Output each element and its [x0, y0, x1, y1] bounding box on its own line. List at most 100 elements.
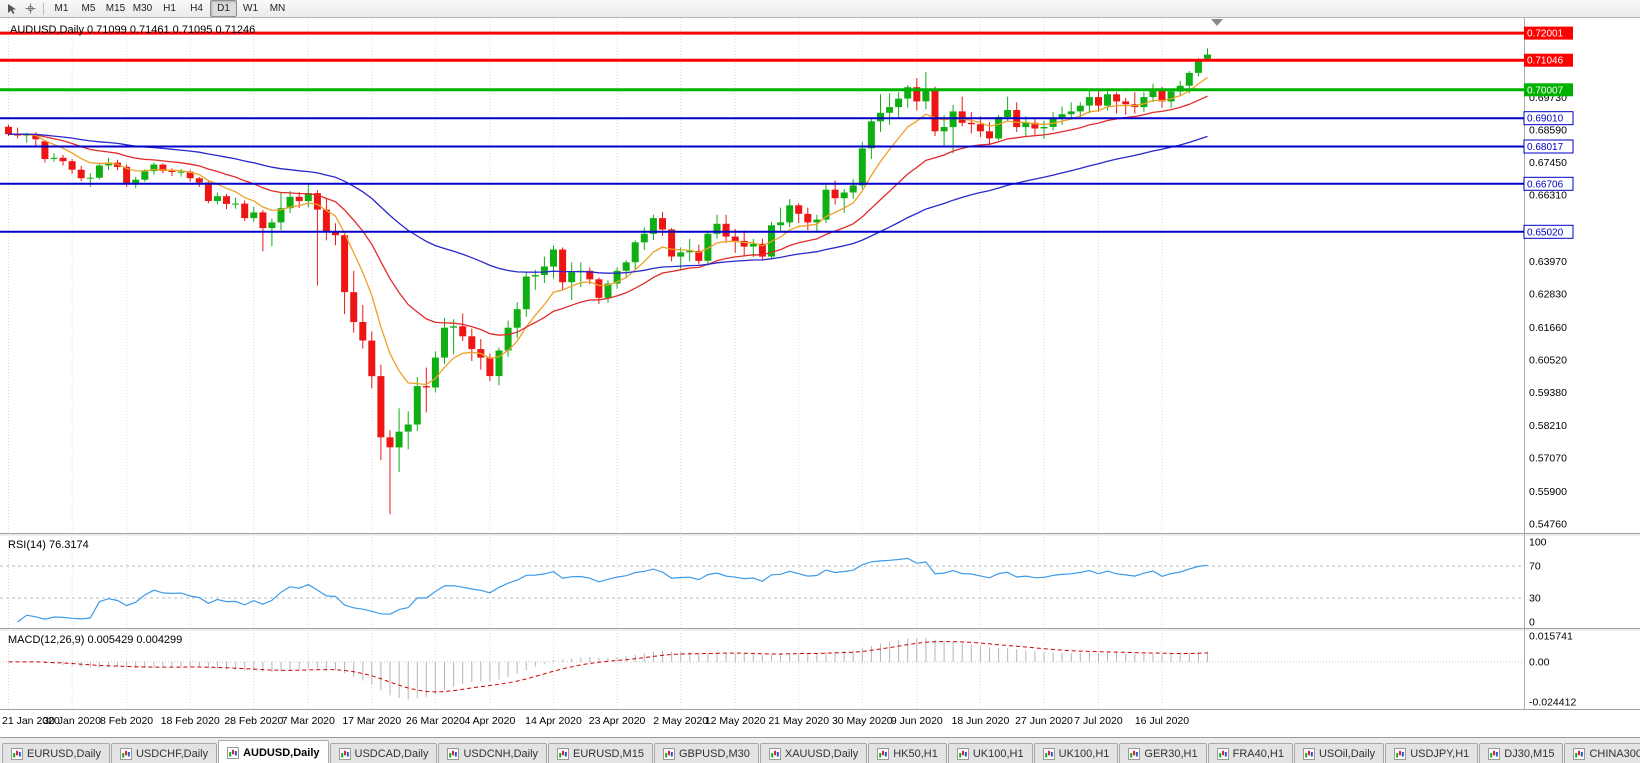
tab-label: GBPUSD,M30 — [678, 748, 750, 760]
timeframe-buttons: M1 M5 M15 M30 H1 H4 D1 W1 MN — [48, 0, 291, 17]
chart-tab-icon — [1488, 748, 1501, 760]
tab-gbpusd-m30[interactable]: GBPUSD,M30 — [653, 743, 759, 763]
svg-text:30: 30 — [1529, 593, 1541, 605]
svg-text:30 Jan 2020: 30 Jan 2020 — [43, 715, 101, 727]
svg-text:0.69010: 0.69010 — [1527, 114, 1564, 125]
svg-text:12 May 2020: 12 May 2020 — [705, 715, 766, 727]
svg-text:8 Feb 2020: 8 Feb 2020 — [100, 715, 153, 727]
svg-text:7 Jul 2020: 7 Jul 2020 — [1074, 715, 1123, 727]
svg-text:0.55900: 0.55900 — [1529, 486, 1567, 498]
tab-usdcnh-daily[interactable]: USDCNH,Daily — [438, 743, 548, 763]
tab-audusd-daily[interactable]: AUDUSD,Daily — [218, 740, 329, 763]
tab-label: UK100,H1 — [972, 748, 1024, 760]
chart-tab-icon — [1302, 748, 1315, 760]
tf-button-h4[interactable]: H4 — [190, 3, 203, 14]
svg-text:16 Jul 2020: 16 Jul 2020 — [1135, 715, 1189, 727]
tab-eurusd-daily[interactable]: EURUSD,Daily — [2, 743, 110, 763]
chart-tab-icon — [662, 748, 675, 760]
chart-tab-icon — [227, 746, 240, 759]
svg-text:4 Apr 2020: 4 Apr 2020 — [465, 715, 516, 727]
svg-text:100: 100 — [1529, 537, 1547, 549]
tab-usdchf-daily[interactable]: USDCHF,Daily — [110, 743, 218, 763]
svg-text:70: 70 — [1529, 561, 1541, 573]
svg-text:21 Jan 2020: 21 Jan 2020 — [2, 715, 60, 727]
tab-label: USDCAD,Daily — [354, 748, 429, 760]
svg-text:26 Mar 2020: 26 Mar 2020 — [406, 715, 465, 727]
svg-text:0.66706: 0.66706 — [1527, 179, 1564, 190]
svg-text:9 Jun 2020: 9 Jun 2020 — [891, 715, 943, 727]
svg-text:0.71046: 0.71046 — [1527, 56, 1564, 67]
svg-text:2 May 2020: 2 May 2020 — [653, 715, 708, 727]
svg-text:0.63970: 0.63970 — [1529, 256, 1567, 268]
chart-tab-icon — [1128, 748, 1141, 760]
tab-label: EURUSD,M15 — [573, 748, 644, 760]
svg-text:0.72001: 0.72001 — [1527, 29, 1564, 40]
svg-text:0: 0 — [1529, 617, 1535, 629]
svg-text:0.00: 0.00 — [1529, 656, 1550, 668]
tf-button-mn[interactable]: MN — [269, 3, 286, 14]
tf-button-m15[interactable]: M15 — [105, 3, 126, 14]
tab-uk100-h1[interactable]: UK100,H1 — [1033, 743, 1119, 763]
svg-text:7 Mar 2020: 7 Mar 2020 — [282, 715, 335, 727]
svg-text:0.67450: 0.67450 — [1529, 157, 1567, 169]
svg-text:0.65020: 0.65020 — [1527, 227, 1564, 238]
tf-button-m30[interactable]: M30 — [132, 3, 153, 14]
tab-usdcad-daily[interactable]: USDCAD,Daily — [329, 743, 438, 763]
tab-china300-h4[interactable]: CHINA300,H4 — [1564, 743, 1640, 763]
tab-uk100-h1[interactable]: UK100,H1 — [947, 743, 1033, 763]
chart-tab-icon — [338, 748, 351, 760]
svg-text:0.70007: 0.70007 — [1527, 85, 1564, 96]
tab-dj30-m15[interactable]: DJ30,M15 — [1479, 743, 1564, 763]
chart-tab-icon — [1394, 748, 1407, 760]
tab-label: FRA40,H1 — [1232, 748, 1284, 760]
svg-text:0.62830: 0.62830 — [1529, 289, 1567, 301]
chart-tab-icon — [447, 748, 460, 760]
tab-usdjpy-h1[interactable]: USDJPY,H1 — [1385, 743, 1479, 763]
chart-tab-icon — [877, 748, 890, 760]
svg-text:0.61660: 0.61660 — [1529, 322, 1567, 334]
svg-text:0.66310: 0.66310 — [1529, 190, 1567, 202]
timeframe-toolbar: M1 M5 M15 M30 H1 H4 D1 W1 MN — [0, 0, 1640, 18]
svg-text:0.015741: 0.015741 — [1529, 631, 1573, 643]
tab-label: AUDUSD,Daily — [243, 746, 320, 759]
crosshair-icon[interactable] — [21, 1, 39, 16]
tab-usoil-daily[interactable]: USOil,Daily — [1293, 743, 1385, 763]
cursor-icon[interactable] — [3, 1, 21, 16]
chart-tabs-bar: EURUSD,Daily USDCHF,Daily AUDUSD,Daily USDC… — [0, 737, 1640, 763]
chart-tab-icon — [11, 748, 23, 760]
tab-label: USDCHF,Daily — [135, 748, 209, 760]
toolbar-separator — [43, 2, 44, 15]
svg-text:27 Jun 2020: 27 Jun 2020 — [1015, 715, 1073, 727]
tab-label: HK50,H1 — [893, 748, 938, 760]
chart-tab-icon — [119, 748, 132, 760]
tf-button-m1[interactable]: M1 — [54, 3, 69, 14]
tab-fra40-h1[interactable]: FRA40,H1 — [1207, 743, 1293, 763]
chart-tab-icon — [1042, 748, 1055, 760]
tab-eurusd-m15[interactable]: EURUSD,M15 — [548, 743, 653, 763]
svg-text:18 Jun 2020: 18 Jun 2020 — [951, 715, 1009, 727]
svg-text:28 Feb 2020: 28 Feb 2020 — [224, 715, 283, 727]
chart-tab-icon — [956, 748, 969, 760]
tf-button-m5[interactable]: M5 — [81, 3, 96, 14]
svg-text:0.54760: 0.54760 — [1529, 518, 1567, 530]
chart-tab-icon — [768, 748, 781, 760]
tab-label: DJ30,M15 — [1504, 748, 1555, 760]
tab-label: USDCNH,Daily — [463, 748, 539, 760]
svg-text:30 May 2020: 30 May 2020 — [832, 715, 893, 727]
svg-text:0.68590: 0.68590 — [1529, 125, 1567, 137]
tab-label: GER30,H1 — [1144, 748, 1198, 760]
tab-ger30-h1[interactable]: GER30,H1 — [1119, 743, 1207, 763]
tab-label: UK100,H1 — [1058, 748, 1110, 760]
tab-xauusd-daily[interactable]: XAUUSD,Daily — [759, 743, 868, 763]
tab-label: EURUSD,Daily — [27, 748, 101, 760]
svg-text:23 Apr 2020: 23 Apr 2020 — [589, 715, 646, 727]
tf-button-d1[interactable]: D1 — [210, 0, 237, 17]
svg-text:0.59380: 0.59380 — [1529, 387, 1567, 399]
tab-label: CHINA300,H4 — [1589, 748, 1640, 760]
chart-tab-icon — [557, 748, 570, 760]
tf-button-w1[interactable]: W1 — [243, 3, 258, 14]
tf-button-h1[interactable]: H1 — [163, 3, 176, 14]
tab-hk50-h1[interactable]: HK50,H1 — [868, 743, 947, 763]
